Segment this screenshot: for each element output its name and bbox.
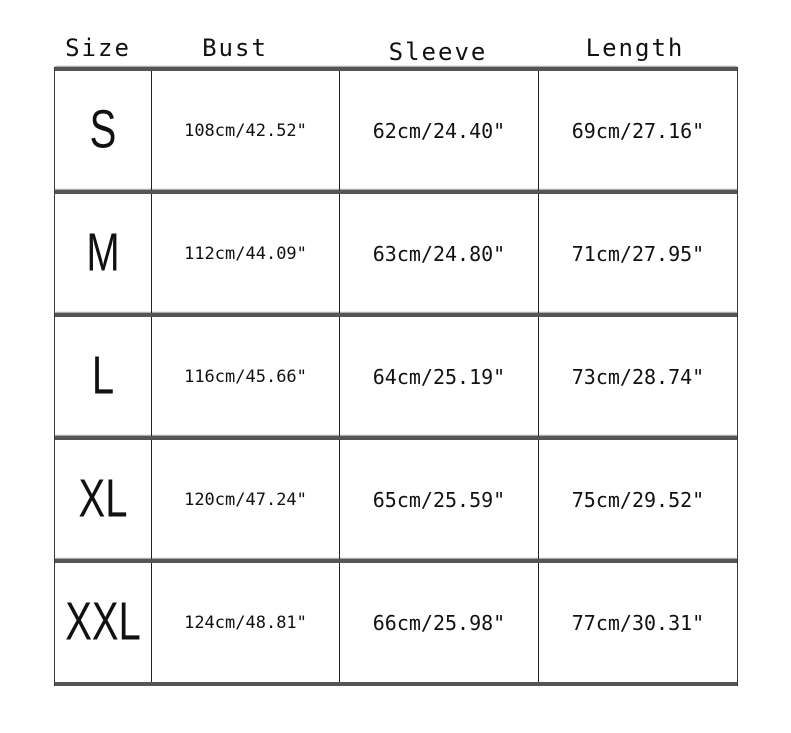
sleeve-cell: 63cm/24.80"	[340, 194, 539, 313]
size-cell: L	[55, 317, 152, 436]
size-cell: M	[55, 194, 152, 313]
size-cell: S	[55, 71, 152, 190]
header-bust: Bust	[202, 34, 268, 62]
size-label: S	[89, 100, 117, 160]
size-label: L	[91, 346, 115, 406]
size-cell: XL	[55, 440, 152, 559]
table-row: XL 120cm/47.24" 65cm/25.59" 75cm/29.52"	[55, 436, 737, 559]
table-row: XXL 124cm/48.81" 66cm/25.98" 77cm/30.31"	[55, 559, 737, 686]
bust-cell: 124cm/48.81"	[152, 563, 340, 682]
size-table: S 108cm/42.52" 62cm/24.40" 69cm/27.16" M…	[54, 67, 738, 686]
sleeve-cell: 65cm/25.59"	[340, 440, 539, 559]
header-length: Length	[585, 34, 685, 62]
table-row: M 112cm/44.09" 63cm/24.80" 71cm/27.95"	[55, 190, 737, 313]
header-size: Size	[65, 34, 131, 62]
table-row: L 116cm/45.66" 64cm/25.19" 73cm/28.74"	[55, 313, 737, 436]
bust-cell: 108cm/42.52"	[152, 71, 340, 190]
size-cell: XXL	[55, 563, 152, 682]
table-row: S 108cm/42.52" 62cm/24.40" 69cm/27.16"	[55, 67, 737, 190]
length-cell: 73cm/28.74"	[571, 364, 705, 389]
length-cell: 77cm/30.31"	[571, 610, 705, 635]
sleeve-cell: 62cm/24.40"	[340, 71, 539, 190]
bust-cell: 120cm/47.24"	[152, 440, 340, 559]
bust-cell: 116cm/45.66"	[152, 317, 340, 436]
length-cell: 69cm/27.16"	[571, 118, 705, 143]
header-sleeve: Sleeve	[388, 38, 488, 66]
size-label: XXL	[65, 592, 141, 652]
length-cell: 75cm/29.52"	[571, 487, 705, 512]
sleeve-cell: 64cm/25.19"	[340, 317, 539, 436]
sleeve-cell: 66cm/25.98"	[340, 563, 539, 682]
bust-cell: 112cm/44.09"	[152, 194, 340, 313]
length-cell: 71cm/27.95"	[571, 241, 705, 266]
size-label: XL	[78, 469, 128, 529]
size-label: M	[86, 223, 120, 283]
